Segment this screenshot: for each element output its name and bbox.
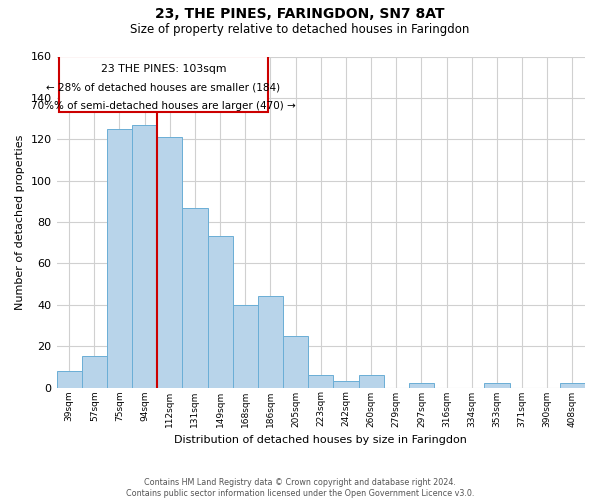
- Y-axis label: Number of detached properties: Number of detached properties: [15, 134, 25, 310]
- Bar: [182, 208, 208, 388]
- Bar: [107, 129, 132, 388]
- Bar: [409, 384, 434, 388]
- Bar: [283, 336, 308, 388]
- Bar: [157, 137, 182, 388]
- Text: 23, THE PINES, FARINGDON, SN7 8AT: 23, THE PINES, FARINGDON, SN7 8AT: [155, 8, 445, 22]
- Bar: [132, 125, 157, 388]
- Bar: [334, 382, 359, 388]
- Bar: [359, 375, 383, 388]
- Bar: [560, 384, 585, 388]
- Bar: [258, 296, 283, 388]
- Bar: [484, 384, 509, 388]
- Text: Size of property relative to detached houses in Faringdon: Size of property relative to detached ho…: [130, 22, 470, 36]
- Bar: [233, 305, 258, 388]
- X-axis label: Distribution of detached houses by size in Faringdon: Distribution of detached houses by size …: [175, 435, 467, 445]
- Text: 70%% of semi-detached houses are larger (470) →: 70%% of semi-detached houses are larger …: [31, 101, 296, 111]
- Text: ← 28% of detached houses are smaller (184): ← 28% of detached houses are smaller (18…: [46, 82, 281, 92]
- Bar: [208, 236, 233, 388]
- Bar: [82, 356, 107, 388]
- Bar: [308, 375, 334, 388]
- Bar: [56, 371, 82, 388]
- Bar: [59, 56, 268, 112]
- Text: Contains HM Land Registry data © Crown copyright and database right 2024.
Contai: Contains HM Land Registry data © Crown c…: [126, 478, 474, 498]
- Text: 23 THE PINES: 103sqm: 23 THE PINES: 103sqm: [101, 64, 226, 74]
